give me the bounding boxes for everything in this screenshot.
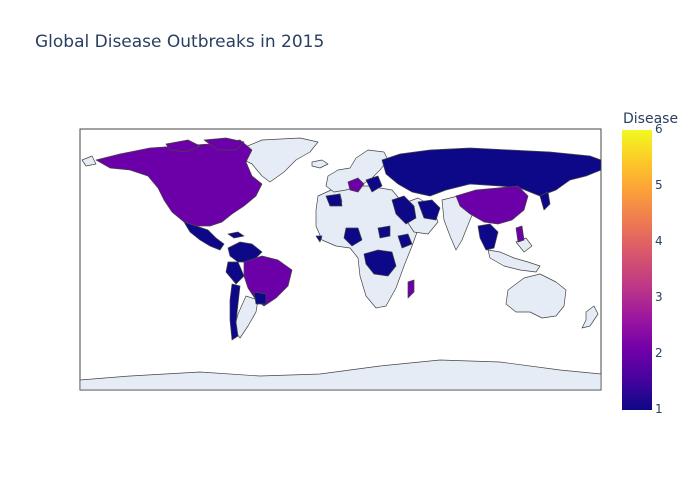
colorbar-tick-6: 6	[655, 122, 663, 136]
colorbar-tick-1: 1	[655, 402, 663, 416]
colorbar	[622, 130, 652, 410]
chart-title: Global Disease Outbreaks in 2015	[35, 32, 325, 52]
colorbar-tick-2: 2	[655, 346, 663, 360]
colorbar-tick-5: 5	[655, 178, 663, 192]
colorbar-tick-4: 4	[655, 234, 663, 248]
shaded-regions	[95, 137, 601, 341]
colorbar-title: Disease	[623, 111, 679, 127]
colorbar-tick-3: 3	[655, 290, 663, 304]
